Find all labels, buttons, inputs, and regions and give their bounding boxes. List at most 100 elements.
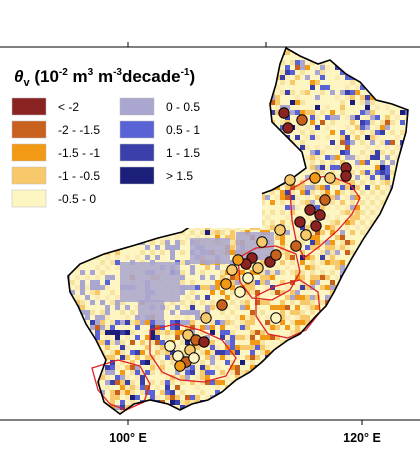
raster-cell (290, 160, 295, 165)
raster-cell (170, 240, 175, 245)
raster-cell (335, 180, 340, 185)
raster-cell (380, 170, 385, 175)
raster-cell (245, 320, 250, 325)
raster-cell (120, 320, 125, 325)
raster-cell (365, 75, 370, 80)
raster-cell (280, 245, 285, 250)
raster-cell (370, 175, 375, 180)
raster-cell (105, 330, 110, 335)
raster-cell (305, 185, 310, 190)
raster-cell (245, 360, 250, 365)
raster-cell (68, 265, 70, 270)
raster-cell (355, 90, 360, 95)
raster-cell (305, 180, 310, 185)
raster-cell (225, 340, 230, 345)
raster-cell (215, 230, 220, 235)
raster-cell (205, 365, 210, 370)
raster-cell (200, 290, 205, 295)
raster-cell (350, 160, 355, 165)
raster-cell (115, 330, 120, 335)
raster-cell (145, 320, 150, 325)
raster-cell (275, 95, 280, 100)
raster-cell (270, 100, 275, 105)
raster-cell (260, 345, 265, 350)
raster-cell (100, 390, 105, 395)
raster-cell (405, 145, 408, 150)
raster-cell (175, 245, 180, 250)
raster-cell (285, 70, 290, 75)
raster-cell (235, 275, 240, 280)
legend-label: -2 - -1.5 (58, 123, 100, 137)
raster-cell (310, 135, 315, 140)
raster-cell (330, 90, 335, 95)
raster-cell (310, 200, 315, 205)
raster-cell (220, 290, 225, 295)
raster-cell (210, 295, 215, 300)
raster-cell (320, 275, 325, 280)
raster-cell (285, 245, 290, 250)
raster-cell (315, 230, 320, 235)
raster-cell (330, 310, 335, 315)
raster-cell (320, 180, 325, 185)
raster-cell (200, 275, 205, 280)
raster-cell (290, 290, 295, 295)
raster-cell (135, 245, 140, 250)
raster-cell (295, 305, 300, 310)
raster-cell (350, 220, 355, 225)
raster-cell (210, 345, 215, 350)
raster-cell (105, 320, 110, 325)
raster-cell (280, 315, 285, 320)
raster-cell (170, 370, 175, 375)
raster-cell (310, 330, 315, 335)
raster-cell (345, 90, 350, 95)
raster-cell (285, 325, 290, 330)
raster-cell (95, 330, 100, 335)
raster-cell (275, 170, 280, 175)
raster-cell (345, 275, 350, 280)
raster-cell (145, 355, 150, 360)
raster-cell (335, 345, 340, 350)
x-tick-100: 100° E (109, 431, 147, 445)
raster-cell (225, 365, 230, 370)
raster-cell (250, 410, 255, 414)
raster-cell (345, 285, 350, 290)
raster-cell (315, 255, 320, 260)
raster-cell (340, 140, 345, 145)
raster-cell (85, 300, 90, 305)
raster-cell (190, 275, 195, 280)
raster-cell (380, 100, 385, 105)
raster-cell (105, 350, 110, 355)
raster-cell (255, 335, 260, 340)
raster-cell (370, 140, 375, 145)
raster-cell (250, 345, 255, 350)
raster-cell (400, 85, 405, 90)
raster-cell (305, 270, 310, 275)
raster-cell (330, 330, 335, 335)
raster-cell (185, 310, 190, 315)
raster-cell (255, 285, 260, 290)
station-marker (274, 224, 286, 236)
raster-cell (295, 355, 300, 360)
raster-cell (205, 285, 210, 290)
raster-cell (145, 340, 150, 345)
raster-cell (70, 245, 75, 250)
raster-cell (265, 180, 270, 185)
raster-cell (265, 290, 270, 295)
raster-cell (220, 410, 225, 414)
raster-cell (135, 345, 140, 350)
raster-cell (90, 280, 95, 285)
raster-cell (280, 155, 285, 160)
raster-cell (350, 95, 355, 100)
raster-cell (75, 250, 80, 255)
raster-cell (270, 305, 275, 310)
raster-cell (405, 110, 408, 115)
raster-cell (345, 250, 350, 255)
raster-cell (190, 370, 195, 375)
raster-cell (250, 405, 255, 410)
raster-cell (195, 285, 200, 290)
raster-cell (350, 230, 355, 235)
raster-cell (305, 165, 310, 170)
raster-cell (110, 285, 115, 290)
raster-cell (305, 285, 310, 290)
